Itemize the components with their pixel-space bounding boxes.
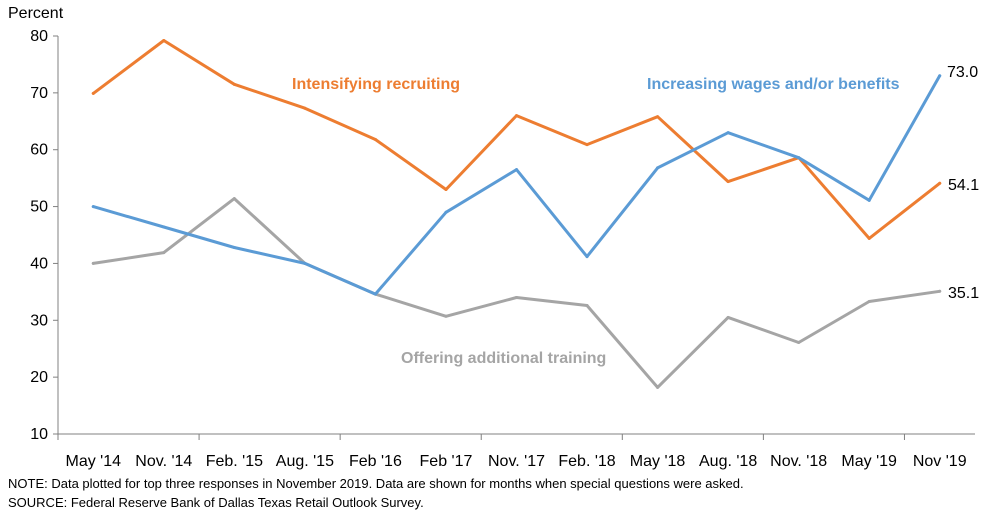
data-point-offering-additional-training [726, 315, 730, 319]
series-label-intensifying-recruiting: Intensifying recruiting [292, 76, 460, 93]
data-point-intensifying-recruiting [938, 181, 942, 185]
x-tick-label: May '18 [630, 453, 686, 470]
data-point-offering-additional-training [162, 251, 166, 255]
chart-source: SOURCE: Federal Reserve Bank of Dallas T… [8, 495, 424, 510]
data-point-intensifying-recruiting [726, 180, 730, 184]
data-point-intensifying-recruiting [515, 114, 518, 118]
x-tick-label: May '14 [66, 453, 122, 470]
data-point-increasing-wages-and-or-benefits [867, 198, 871, 202]
y-tick-label: 10 [30, 426, 48, 443]
x-tick-label: May '19 [841, 453, 897, 470]
data-point-offering-additional-training [444, 314, 448, 318]
data-point-intensifying-recruiting [656, 115, 660, 119]
y-tick-label: 50 [30, 199, 48, 216]
data-point-intensifying-recruiting [373, 137, 377, 141]
data-point-offering-additional-training [867, 300, 871, 304]
data-point-intensifying-recruiting [585, 143, 589, 147]
data-point-offering-additional-training [232, 197, 236, 201]
data-point-offering-additional-training [91, 261, 95, 265]
end-label-increasing-wages: 73.0 [947, 64, 978, 81]
data-point-intensifying-recruiting [867, 236, 871, 240]
data-point-increasing-wages-and-or-benefits [232, 246, 236, 250]
data-point-increasing-wages-and-or-benefits [797, 156, 801, 160]
x-axis: May '14 Nov. '14 Feb. '15 Aug. '15 Feb '16 Fe… [57, 433, 975, 470]
series-label-additional-training: Offering additional training [401, 350, 606, 367]
y-tick-label: 20 [30, 369, 48, 386]
chart-note: NOTE: Data plotted for top three respons… [8, 476, 744, 491]
y-tick-label: 80 [30, 28, 48, 45]
end-label-additional-training: 35.1 [948, 285, 979, 302]
line-chart: Percent 10 20 30 40 50 60 70 80 May '14 Nov. '14… [8, 5, 979, 470]
data-point-increasing-wages-and-or-benefits [515, 168, 518, 172]
x-tick-label: Feb '16 [349, 453, 402, 470]
data-point-intensifying-recruiting [303, 106, 307, 110]
data-point-offering-additional-training [938, 289, 942, 293]
data-point-offering-additional-training [797, 340, 801, 344]
data-point-increasing-wages-and-or-benefits [303, 261, 307, 265]
x-tick-label: Aug. '18 [699, 453, 757, 470]
data-point-offering-additional-training [585, 304, 589, 308]
end-label-intensifying-recruiting: 54.1 [948, 177, 979, 194]
data-point-increasing-wages-and-or-benefits [373, 292, 377, 296]
x-tick-label: Nov '19 [913, 453, 967, 470]
y-axis-title: Percent [8, 5, 64, 22]
y-axis: 10 20 30 40 50 60 70 80 [30, 28, 59, 443]
data-point-increasing-wages-and-or-benefits [585, 255, 589, 259]
x-tick-label: Nov. '14 [135, 453, 192, 470]
data-point-intensifying-recruiting [444, 188, 448, 192]
x-tick-label: Feb. '15 [206, 453, 263, 470]
data-point-increasing-wages-and-or-benefits [656, 166, 660, 170]
x-tick-label: Feb '17 [420, 453, 473, 470]
data-point-increasing-wages-and-or-benefits [162, 225, 166, 229]
x-tick-label: Nov. '17 [488, 453, 545, 470]
y-tick-label: 40 [30, 255, 48, 272]
data-point-intensifying-recruiting [91, 91, 95, 95]
data-point-intensifying-recruiting [232, 82, 236, 86]
y-tick-label: 60 [30, 142, 48, 159]
y-tick-label: 70 [30, 85, 48, 102]
y-tick-label: 30 [30, 312, 48, 329]
data-point-intensifying-recruiting [162, 39, 166, 43]
series-label-increasing-wages: Increasing wages and/or benefits [647, 76, 900, 93]
data-point-increasing-wages-and-or-benefits [91, 205, 95, 209]
data-point-increasing-wages-and-or-benefits [726, 131, 730, 135]
data-point-increasing-wages-and-or-benefits [444, 210, 448, 214]
data-point-offering-additional-training [656, 385, 660, 389]
x-tick-label: Feb. '18 [558, 453, 615, 470]
data-point-increasing-wages-and-or-benefits [938, 74, 942, 78]
series-lines [91, 39, 942, 389]
data-point-offering-additional-training [515, 296, 518, 300]
x-tick-label: Aug. '15 [276, 453, 334, 470]
series-line-increasing-wages-and-or-benefits [91, 74, 942, 296]
x-tick-label: Nov. '18 [770, 453, 827, 470]
